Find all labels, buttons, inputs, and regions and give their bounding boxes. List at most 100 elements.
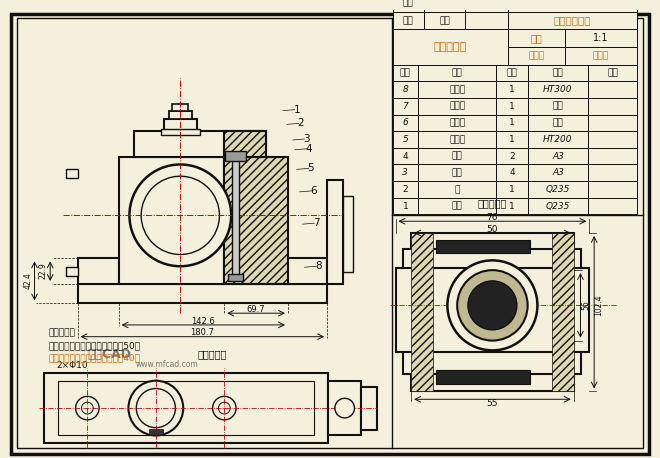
Bar — [327, 180, 343, 284]
Bar — [496, 65, 527, 82]
Text: 69.7: 69.7 — [247, 305, 265, 314]
Text: 1:1: 1:1 — [593, 33, 609, 43]
Bar — [496, 82, 527, 98]
Bar — [135, 131, 267, 157]
Text: 序号: 序号 — [400, 69, 411, 77]
Bar — [411, 233, 433, 392]
Text: 数量: 数量 — [507, 69, 517, 77]
Text: A3: A3 — [552, 152, 564, 161]
Bar — [418, 131, 496, 148]
Text: 2: 2 — [509, 152, 515, 161]
Bar — [508, 0, 637, 12]
Text: 42.4: 42.4 — [23, 273, 32, 289]
Bar — [418, 164, 496, 181]
Bar — [395, 268, 589, 352]
Bar — [465, 12, 508, 29]
Text: 邵昱: 邵昱 — [439, 16, 450, 25]
Text: 22.9: 22.9 — [39, 263, 48, 279]
Bar — [436, 240, 529, 252]
Bar — [393, 98, 418, 114]
Text: 1: 1 — [509, 185, 515, 194]
Bar — [403, 249, 581, 374]
Bar — [58, 381, 314, 436]
Bar — [588, 164, 637, 181]
Bar — [418, 65, 496, 82]
Text: HT300: HT300 — [543, 85, 573, 94]
Bar — [588, 65, 637, 82]
Circle shape — [81, 402, 93, 414]
Text: 1: 1 — [509, 202, 515, 211]
Bar — [436, 370, 529, 384]
Bar — [527, 198, 588, 214]
Text: 6: 6 — [403, 119, 409, 127]
Bar — [552, 233, 574, 392]
Bar — [496, 181, 527, 198]
Bar — [44, 373, 328, 443]
Bar — [225, 151, 246, 161]
Bar — [393, 131, 418, 148]
Text: 7: 7 — [403, 102, 409, 111]
Bar — [228, 274, 243, 281]
Bar — [164, 120, 197, 131]
Text: 第一张: 第一张 — [593, 51, 609, 60]
Bar — [393, 164, 418, 181]
Text: 5: 5 — [403, 135, 409, 144]
Bar — [565, 29, 637, 47]
Bar — [588, 98, 637, 114]
Bar — [527, 164, 588, 181]
Text: 102.4: 102.4 — [595, 294, 603, 316]
Bar — [78, 258, 119, 284]
Bar — [393, 114, 418, 131]
Text: 共一张: 共一张 — [529, 51, 544, 60]
Text: 技术要求：: 技术要求： — [48, 328, 75, 337]
Text: 1: 1 — [403, 202, 409, 211]
Bar — [588, 131, 637, 148]
Circle shape — [213, 396, 236, 420]
Text: 比例: 比例 — [531, 33, 543, 43]
Text: 拆去油杯等: 拆去油杯等 — [478, 199, 507, 208]
Bar — [527, 98, 588, 114]
Text: 8: 8 — [315, 261, 321, 271]
Bar — [508, 12, 637, 29]
Text: 4: 4 — [305, 144, 312, 154]
Text: 2: 2 — [298, 118, 304, 128]
Text: 螺母: 螺母 — [452, 168, 463, 177]
Circle shape — [447, 260, 537, 350]
Text: 拆去油杯等: 拆去油杯等 — [198, 349, 227, 359]
Text: 5: 5 — [307, 164, 314, 174]
Bar — [588, 181, 637, 198]
Text: 滑动轴承座: 滑动轴承座 — [434, 42, 467, 52]
Bar — [393, 29, 508, 65]
Bar — [588, 82, 637, 98]
Text: 3: 3 — [403, 168, 409, 177]
Bar — [508, 47, 565, 65]
Bar — [496, 98, 527, 114]
Text: 上轴瓦: 上轴瓦 — [449, 119, 465, 127]
Bar — [496, 148, 527, 164]
Text: 轴承盖: 轴承盖 — [449, 135, 465, 144]
Bar — [161, 129, 200, 135]
Bar — [527, 148, 588, 164]
Bar — [465, 0, 508, 12]
Bar — [496, 198, 527, 214]
Text: 2×Φ10: 2×Φ10 — [56, 360, 88, 370]
Bar — [232, 158, 239, 276]
Text: A3: A3 — [552, 168, 564, 177]
Text: 轴承座与下轴瓦的接触面不小于50％: 轴承座与下轴瓦的接触面不小于50％ — [48, 341, 141, 350]
Bar — [418, 181, 496, 198]
Text: 制图: 制图 — [403, 16, 414, 25]
Text: 材料: 材料 — [552, 69, 564, 77]
Text: 50: 50 — [486, 224, 498, 234]
Bar — [496, 131, 527, 148]
Text: 3: 3 — [303, 134, 310, 144]
Text: 油杯: 油杯 — [452, 202, 463, 211]
Bar — [588, 148, 637, 164]
Text: 55: 55 — [486, 399, 498, 408]
Bar — [418, 148, 496, 164]
Text: 审核: 审核 — [403, 0, 414, 7]
Text: 8: 8 — [403, 85, 409, 94]
Text: 7: 7 — [313, 218, 319, 228]
Text: 下轴瓦: 下轴瓦 — [449, 102, 465, 111]
Text: HT200: HT200 — [543, 135, 573, 144]
Circle shape — [468, 281, 517, 330]
